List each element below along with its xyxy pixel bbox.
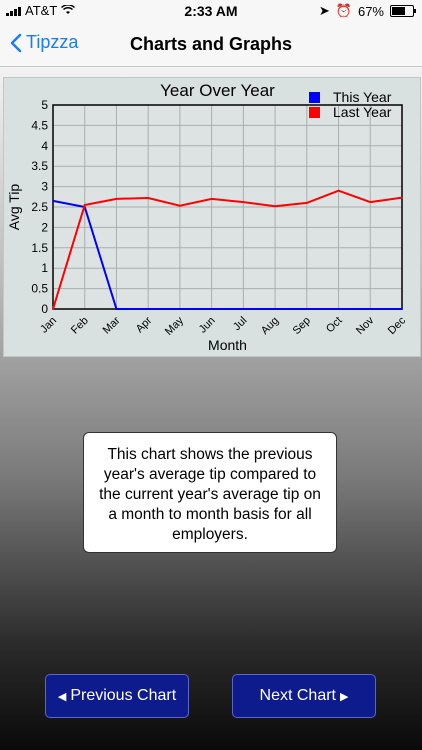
data-point: [147, 197, 149, 199]
data-point: [242, 308, 245, 310]
triangle-left-icon: ◀: [57, 690, 67, 703]
carrier-label: AT&T: [25, 3, 58, 18]
previous-chart-label: Previous Chart: [70, 687, 177, 704]
y-tick-label: 4.5: [31, 118, 48, 132]
x-tick-label: Apr: [134, 314, 155, 335]
y-tick-label: 2.5: [31, 200, 48, 214]
legend-label: This Year: [333, 89, 392, 105]
data-point: [337, 308, 340, 310]
legend-swatch: [309, 92, 320, 103]
legend-label: Last Year: [333, 104, 392, 120]
data-point: [306, 202, 308, 204]
x-tick-label: Mar: [101, 314, 123, 336]
data-point: [52, 308, 54, 310]
data-point: [401, 308, 403, 310]
data-point: [242, 201, 245, 203]
chart-description-box: This chart shows the previous year's ave…: [83, 432, 337, 553]
chevron-left-icon: [10, 33, 22, 52]
legend-swatch: [309, 107, 320, 118]
x-tick-label: Dec: [386, 314, 409, 337]
data-point: [115, 198, 118, 200]
x-tick-label: Jun: [197, 315, 218, 336]
chart-description-text: This chart shows the previous year's ave…: [99, 446, 321, 543]
chart-title: Year Over Year: [160, 81, 275, 100]
y-tick-label: 0.5: [31, 282, 48, 296]
x-tick-label: Jul: [231, 315, 249, 333]
y-axis-label: Avg Tip: [6, 184, 22, 231]
x-tick-label: Sep: [291, 315, 313, 337]
data-point: [306, 308, 308, 310]
x-tick-label: Jan: [38, 315, 59, 336]
navigation-bar: Tipzza Charts and Graphs: [0, 22, 422, 67]
data-point: [179, 308, 181, 310]
y-tick-label: 1: [41, 261, 48, 275]
next-chart-label: Next Chart: [259, 687, 336, 704]
y-tick-label: 1.5: [31, 241, 48, 255]
data-point: [147, 308, 149, 310]
chart-panel: 0 0.5 1 1.5 2 2.5 3 3.5 4 4.5 5 Jan Feb Mar Apr May Jun J…: [3, 77, 421, 357]
data-point: [210, 198, 213, 200]
data-point: [52, 200, 54, 202]
series-line-this-year: [52, 199, 402, 310]
data-point: [115, 308, 118, 310]
x-tick-label: Oct: [324, 315, 345, 336]
content-area: 0 0.5 1 1.5 2 2.5 3 3.5 4 4.5 5 Jan Feb Mar Apr May Jun J…: [0, 67, 422, 750]
status-time: 2:33 AM: [184, 3, 238, 19]
data-point: [369, 308, 372, 310]
x-tick-label: Aug: [259, 315, 281, 337]
battery-icon: [390, 5, 416, 17]
data-point: [274, 308, 276, 310]
y-tick-label: 0: [41, 302, 48, 316]
y-tick-label: 2: [41, 220, 48, 234]
location-icon: ➤: [318, 3, 330, 18]
previous-chart-button[interactable]: ◀ Previous Chart: [45, 674, 189, 718]
data-point: [83, 204, 86, 206]
signal-icon: [6, 5, 21, 16]
x-tick-label: Feb: [69, 315, 91, 337]
status-left: AT&T: [6, 3, 76, 18]
next-chart-button[interactable]: Next Chart ▶: [232, 674, 376, 718]
triangle-right-icon: ▶: [340, 690, 349, 703]
y-tick-label: 3: [41, 180, 48, 194]
series-line-last-year: [52, 189, 403, 310]
y-tick-label: 3.5: [31, 159, 48, 173]
wifi-icon: [61, 3, 76, 18]
data-point: [369, 201, 372, 203]
y-tick-label: 4: [41, 139, 48, 153]
battery-percent: 67%: [357, 3, 384, 19]
x-tick-label: May: [163, 314, 187, 338]
back-button[interactable]: Tipzza: [10, 32, 78, 53]
back-button-label: Tipzza: [26, 32, 79, 52]
data-point: [274, 205, 276, 207]
page-title: Charts and Graphs: [129, 34, 293, 54]
data-point: [401, 196, 403, 199]
data-point: [337, 189, 340, 192]
data-point: [210, 308, 213, 310]
year-over-year-chart: 0 0.5 1 1.5 2 2.5 3 3.5 4 4.5 5 Jan Feb Mar Apr May Jun J…: [6, 81, 409, 353]
status-right: ➤ ⏰ 67%: [318, 3, 416, 19]
x-tick-label: Nov: [354, 314, 377, 337]
status-bar: AT&T 2:33 AM ➤ ⏰ 67%: [0, 0, 422, 22]
x-axis-label: Month: [208, 337, 247, 353]
y-tick-label: 5: [41, 98, 48, 112]
data-point: [179, 204, 181, 207]
alarm-icon: ⏰: [335, 3, 352, 18]
